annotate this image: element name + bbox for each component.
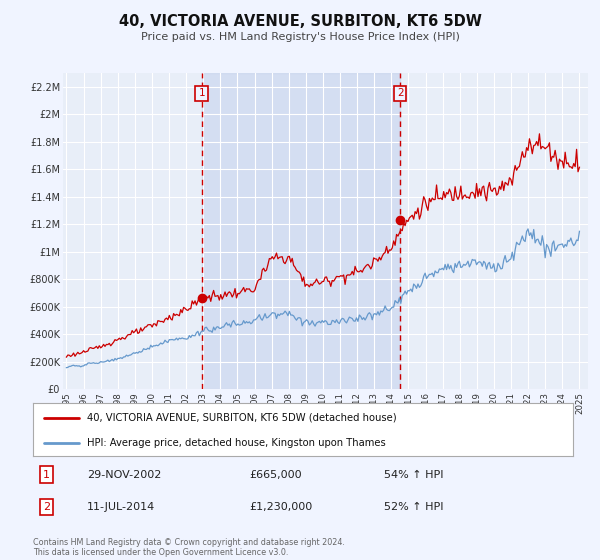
Text: 2: 2 — [397, 88, 404, 99]
Text: 54% ↑ HPI: 54% ↑ HPI — [384, 470, 443, 479]
Text: 29-NOV-2002: 29-NOV-2002 — [87, 470, 161, 479]
Text: Price paid vs. HM Land Registry's House Price Index (HPI): Price paid vs. HM Land Registry's House … — [140, 32, 460, 43]
Text: 1: 1 — [43, 470, 50, 479]
Text: HPI: Average price, detached house, Kingston upon Thames: HPI: Average price, detached house, King… — [87, 438, 386, 448]
Text: 40, VICTORIA AVENUE, SURBITON, KT6 5DW (detached house): 40, VICTORIA AVENUE, SURBITON, KT6 5DW (… — [87, 413, 397, 423]
Text: 52% ↑ HPI: 52% ↑ HPI — [384, 502, 443, 512]
Text: £1,230,000: £1,230,000 — [249, 502, 312, 512]
Text: Contains HM Land Registry data © Crown copyright and database right 2024.
This d: Contains HM Land Registry data © Crown c… — [33, 538, 345, 557]
Bar — [202, 73, 400, 389]
Text: 2: 2 — [43, 502, 50, 512]
Text: 40, VICTORIA AVENUE, SURBITON, KT6 5DW: 40, VICTORIA AVENUE, SURBITON, KT6 5DW — [119, 14, 481, 29]
Text: 11-JUL-2014: 11-JUL-2014 — [87, 502, 155, 512]
Text: 1: 1 — [199, 88, 205, 99]
Text: £665,000: £665,000 — [249, 470, 302, 479]
